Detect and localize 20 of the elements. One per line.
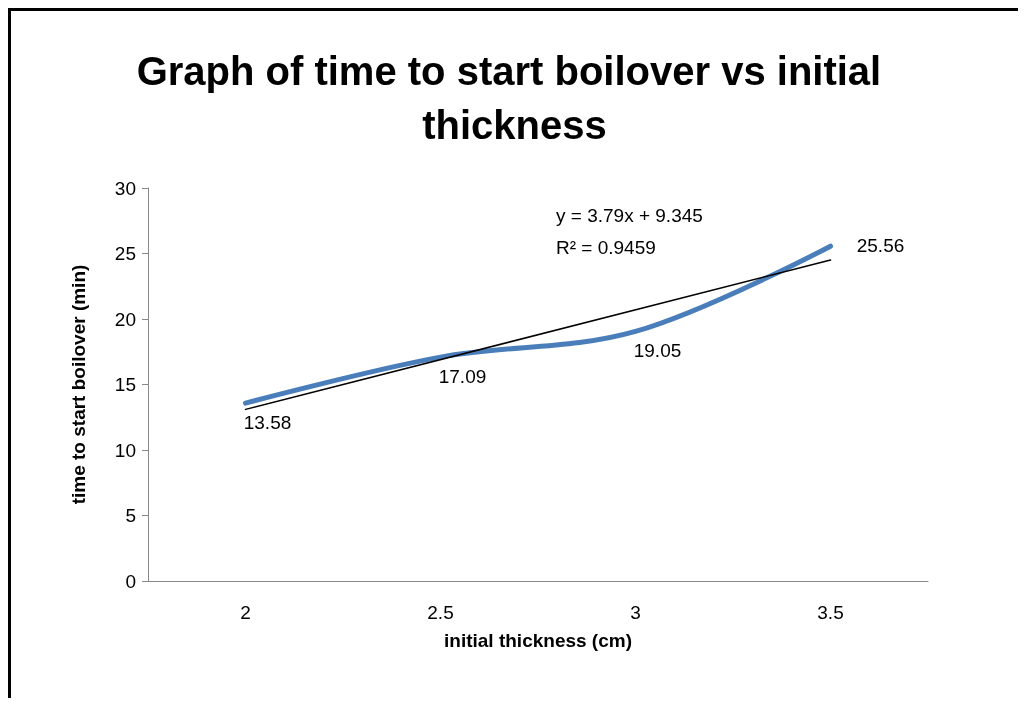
x-tick-label: 3: [630, 602, 641, 623]
y-tick-label: 5: [125, 505, 136, 526]
y-tick-label: 25: [114, 243, 136, 264]
x-tick-label: 3.5: [817, 602, 844, 623]
y-tick-label: 15: [114, 374, 136, 395]
annotation: R² = 0.9459: [556, 237, 656, 258]
x-tick-label: 2.5: [427, 602, 454, 623]
y-tick-label: 10: [114, 439, 136, 461]
x-tick-label: 2: [240, 602, 251, 623]
y-tick-label: 0: [125, 570, 136, 592]
annotation: y = 3.79x + 9.345: [556, 205, 703, 226]
y-tick-label: 20: [114, 308, 136, 330]
data-label: 17.09: [438, 366, 487, 388]
y-tick-label: 30: [114, 177, 136, 199]
data-label: 25.56: [856, 235, 905, 257]
y-axis-title: time to start boilover (min): [68, 264, 89, 505]
x-axis-title: initial thickness (cm): [444, 630, 632, 651]
data-label: 13.58: [243, 412, 292, 434]
data-label: 19.05: [633, 340, 682, 362]
chart-title: Graph of time to start boilover vs initial thickness: [136, 49, 893, 147]
